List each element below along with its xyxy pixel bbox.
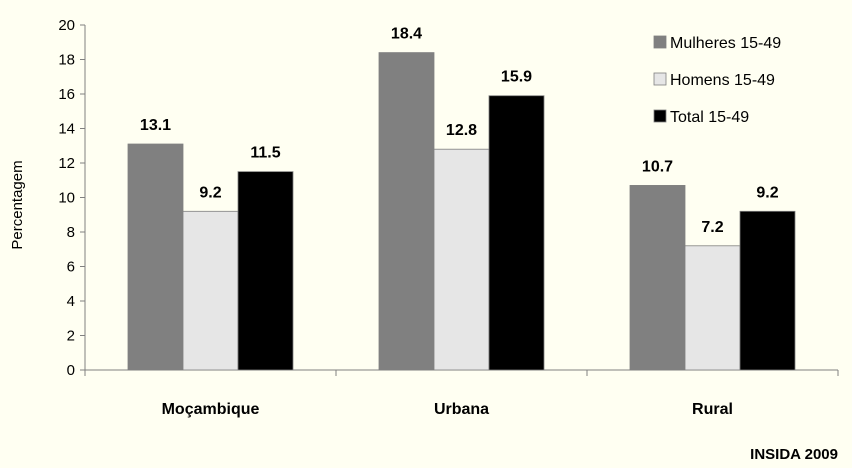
- data-label: 15.9: [501, 69, 532, 86]
- bars: 13.1 9.2 11.5 18.4 12.8 15.9 10.7 7.2 9.2: [127, 26, 796, 371]
- legend: Mulheres 15-49 Homens 15-49 Total 15-49: [653, 35, 781, 126]
- y-tick-label: 8: [67, 224, 75, 241]
- data-label: 10.7: [642, 158, 673, 175]
- axes: 0 2 4 6 8 10 12 14 16 18 20 Moçambique Urbana Rural: [58, 17, 839, 418]
- x-category-label: Rural: [692, 401, 733, 418]
- y-tick-label: 14: [58, 121, 75, 138]
- data-label: 9.2: [199, 184, 221, 201]
- y-tick-label: 18: [58, 52, 75, 69]
- bar: [378, 52, 435, 371]
- y-tick-label: 6: [67, 259, 75, 276]
- data-label: 7.2: [701, 219, 723, 236]
- y-tick-label: 10: [58, 190, 75, 207]
- x-category-label: Urbana: [434, 401, 489, 418]
- data-label: 13.1: [140, 117, 171, 134]
- bar: [629, 185, 686, 371]
- data-label: 18.4: [391, 26, 422, 43]
- legend-swatch: [653, 109, 667, 123]
- y-tick-label: 16: [58, 86, 75, 103]
- data-label: 12.8: [446, 122, 477, 139]
- x-category-label: Moçambique: [162, 401, 260, 418]
- y-tick-label: 12: [58, 155, 75, 172]
- data-label: 9.2: [756, 184, 778, 201]
- legend-label: Homens 15-49: [670, 72, 775, 89]
- bar: [433, 148, 490, 371]
- bar: [739, 210, 796, 371]
- y-tick-label: 4: [67, 293, 75, 310]
- legend-swatch: [653, 35, 667, 49]
- bar: [182, 210, 239, 371]
- legend-label: Total 15-49: [670, 109, 749, 126]
- y-tick-label: 0: [67, 362, 75, 379]
- legend-swatch: [653, 72, 667, 86]
- bar: [127, 143, 184, 371]
- bar: [488, 95, 545, 371]
- y-tick-label: 20: [58, 17, 75, 34]
- bar: [237, 171, 294, 371]
- y-axis-label: Percentagem: [9, 160, 26, 249]
- bar: [684, 245, 741, 371]
- y-tick-label: 2: [67, 328, 75, 345]
- data-label: 11.5: [250, 145, 280, 162]
- source-note: INSIDA 2009: [750, 446, 838, 463]
- legend-label: Mulheres 15-49: [670, 35, 781, 52]
